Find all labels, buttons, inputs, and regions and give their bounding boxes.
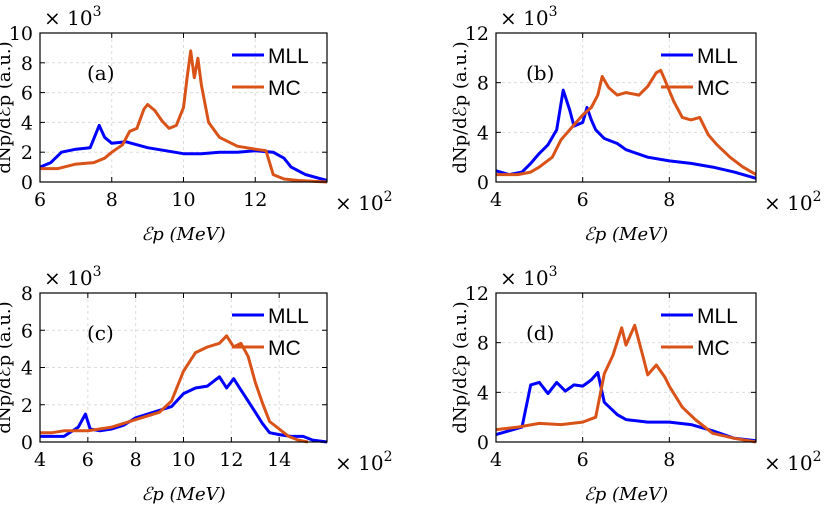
y-multiplier: × 103: [44, 4, 102, 30]
y-tick-label: 4: [21, 358, 33, 380]
legend-label-mll: MLL: [697, 305, 738, 328]
panel-label: (b): [526, 61, 554, 85]
y-multiplier-exp: 3: [93, 4, 102, 20]
legend-label-mc: MC: [697, 77, 730, 100]
y-multiplier: × 103: [500, 264, 558, 290]
legend-label-mc: MC: [268, 77, 301, 100]
y-axis-label: dNp/dℰp (a.u.): [0, 301, 15, 433]
panel-label: (a): [87, 61, 115, 85]
y-tick-label: 8: [477, 333, 489, 355]
series-line-mc: [495, 323, 757, 444]
series-line-mc: [40, 49, 328, 184]
x-axis-label: ℰp (MeV): [584, 224, 668, 245]
x-tick-label: 6: [577, 449, 589, 471]
x-tick-label: 4: [34, 449, 46, 471]
x-multiplier: × 102: [764, 189, 822, 215]
x-multiplier-exp: 2: [813, 189, 822, 205]
x-axis-label: ℰp (MeV): [584, 484, 668, 505]
y-multiplier: × 103: [500, 4, 558, 30]
x-tick-label: 8: [663, 189, 675, 211]
y-tick-label: 8: [21, 283, 33, 305]
panel-label: (d): [526, 321, 554, 345]
y-axis-label: dNp/dℰp (a.u.): [0, 41, 15, 173]
x-tick-label: 8: [663, 449, 675, 471]
y-multiplier-exp: 3: [549, 264, 558, 280]
x-tick-label: 6: [577, 189, 589, 211]
legend-label-mc: MC: [268, 337, 301, 360]
x-axis-label: ℰp (MeV): [141, 224, 225, 245]
y-tick-label: 8: [21, 53, 33, 75]
x-tick-label: 12: [243, 189, 267, 211]
x-multiplier: × 102: [335, 449, 393, 475]
panel-c: 4 6 8 10 12 14 0 2 4 6 8 × 103 × 102 ℰp (MeV) dNp/dℰp …: [0, 264, 393, 505]
series-line-mll: [495, 371, 757, 443]
panel-a: 6 8 10 12 0 2 4 6 8 10 × 103 × 102 ℰp (MeV) dNp/dℰp (…: [0, 4, 393, 245]
y-tick-label: 4: [477, 122, 489, 144]
y-tick-label: 2: [21, 395, 33, 417]
series-line-mc: [40, 334, 309, 444]
y-multiplier: × 103: [44, 264, 102, 290]
x-tick-label: 8: [130, 449, 142, 471]
x-axis-label: ℰp (MeV): [141, 484, 225, 505]
series-line-mll: [39, 123, 328, 182]
y-tick-label: 0: [21, 432, 33, 454]
y-tick-label: 2: [21, 142, 33, 164]
x-tick-label: 10: [171, 449, 195, 471]
panel-label: (c): [87, 321, 114, 345]
y-tick-label: 4: [21, 112, 33, 134]
y-tick-label: 0: [477, 432, 489, 454]
y-tick-label: 6: [21, 320, 33, 342]
y-tick-label: 10: [9, 23, 33, 45]
legend-label-mll: MLL: [268, 305, 309, 328]
y-tick-label: 0: [477, 172, 489, 194]
x-multiplier-exp: 2: [384, 189, 393, 205]
legend-label-mll: MLL: [697, 45, 738, 68]
series-line-mll: [495, 88, 757, 180]
y-tick-label: 0: [21, 172, 33, 194]
y-multiplier-exp: 3: [549, 4, 558, 20]
y-multiplier-exp: 3: [93, 264, 102, 280]
y-tick-label: 4: [477, 382, 489, 404]
x-multiplier-exp: 2: [384, 449, 393, 465]
x-tick-label: 10: [171, 189, 195, 211]
y-tick-label: 8: [477, 73, 489, 95]
legend-label-mc: MC: [697, 337, 730, 360]
y-tick-label: 12: [465, 283, 489, 305]
x-tick-label: 6: [34, 189, 46, 211]
x-multiplier: × 102: [335, 189, 393, 215]
series-line-mc: [496, 68, 757, 177]
x-tick-label: 8: [106, 189, 118, 211]
x-multiplier: × 102: [764, 449, 822, 475]
y-axis-label: dNp/dℰp (a.u.): [450, 301, 471, 433]
x-tick-label: 12: [219, 449, 243, 471]
axes-box: [495, 32, 757, 183]
x-multiplier-exp: 2: [813, 449, 822, 465]
y-tick-label: 12: [465, 23, 489, 45]
y-axis-label: dNp/dℰp (a.u.): [450, 41, 471, 173]
x-tick-label: 14: [267, 449, 291, 471]
legend-label-mll: MLL: [268, 45, 309, 68]
x-tick-label: 4: [490, 189, 502, 211]
x-tick-label: 4: [490, 449, 502, 471]
y-tick-label: 6: [21, 83, 33, 105]
axes-box: [495, 292, 757, 443]
x-tick-label: 6: [82, 449, 94, 471]
